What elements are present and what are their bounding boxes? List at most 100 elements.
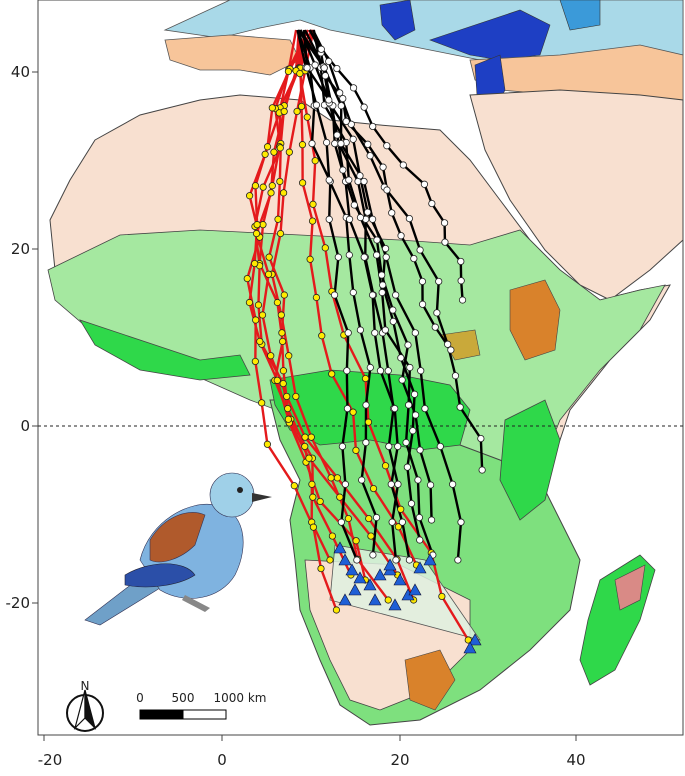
spring-stopover-point xyxy=(444,340,452,348)
autumn-stopover-point xyxy=(267,189,275,197)
spring-stopover-point xyxy=(397,232,405,240)
europe-mediterranean-zone xyxy=(164,34,301,76)
spring-stopover-point xyxy=(456,403,464,411)
autumn-stopover-point xyxy=(336,493,344,501)
spring-stopover-point xyxy=(364,208,372,216)
spring-stopover-point xyxy=(387,480,395,488)
spring-stopover-point xyxy=(451,372,460,380)
spring-stopover-point xyxy=(311,61,319,69)
autumn-stopover-point xyxy=(327,474,335,482)
spring-stopover-point xyxy=(440,219,449,227)
spring-stopover-point xyxy=(366,363,374,372)
spring-stopover-point xyxy=(407,499,416,508)
spring-stopover-point xyxy=(356,326,365,334)
x-tick-label: 0 xyxy=(217,751,227,769)
spring-stopover-point xyxy=(403,463,411,471)
ethiopian-highlands xyxy=(509,279,561,361)
spring-stopover-point xyxy=(320,64,328,72)
europe-boreal-patch-1 xyxy=(379,0,416,41)
autumn-stopover-point xyxy=(276,144,284,152)
spring-stopover-point xyxy=(385,442,393,451)
spring-stopover-point xyxy=(366,152,374,160)
wintering-site-marker xyxy=(345,563,359,576)
spring-stopover-point xyxy=(417,367,425,375)
spring-stopover-point xyxy=(458,296,467,304)
europe-boreal-patch-3 xyxy=(559,0,601,31)
wintering-site-marker xyxy=(423,553,437,566)
scale-bar: 0 500 1000 km xyxy=(136,691,267,720)
spring-stopover-point xyxy=(337,139,345,148)
spring-stopover-point xyxy=(411,329,419,337)
stopover-points xyxy=(243,45,486,644)
spring-stopover-point xyxy=(382,253,390,261)
autumn-stopover-point xyxy=(326,556,334,564)
spring-stopover-point xyxy=(376,367,385,375)
spring-stopover-point xyxy=(339,166,347,174)
spring-stopover-point xyxy=(303,64,311,72)
spring-stopover-point xyxy=(339,94,347,103)
autumn-stopover-point xyxy=(308,217,317,225)
spring-stopover-point xyxy=(345,176,353,184)
autumn-stopover-point xyxy=(273,376,281,384)
wintering-site-marker xyxy=(338,593,352,606)
madagascar-highlands xyxy=(614,564,646,611)
wintering-site-marker xyxy=(373,568,387,581)
spring-stopover-point xyxy=(410,390,419,398)
spring-stopover-point xyxy=(447,346,455,354)
autumn-stopover-point xyxy=(344,514,352,523)
spring-stopover-point xyxy=(333,131,341,139)
spring-stopover-point xyxy=(337,102,345,110)
autumn-stopover-point xyxy=(245,298,254,307)
autumn-stopover-point xyxy=(349,408,357,416)
spring-stopover-point xyxy=(381,244,390,253)
spring-stopover-point xyxy=(349,135,357,143)
spring-stopover-point xyxy=(333,64,341,73)
autumn-stopover-point xyxy=(259,183,267,191)
scale-bar-black-segment xyxy=(139,709,184,720)
spring-stopover-point xyxy=(350,201,358,209)
autumn-stopover-point xyxy=(321,244,329,252)
wintering-site-marker xyxy=(393,573,407,586)
autumn-stopover-point xyxy=(312,293,321,302)
autumn-stopover-point xyxy=(254,301,263,309)
spring-stopover-point xyxy=(418,300,427,308)
spring-stopover-point xyxy=(358,476,366,484)
autumn-stopover-point xyxy=(280,291,288,299)
autumn-stopover-point xyxy=(333,474,342,482)
spring-stopover-point xyxy=(343,367,351,375)
spring-stopover-point xyxy=(435,277,443,286)
wintering-site-marker xyxy=(388,598,402,611)
spring-stopover-point xyxy=(392,556,400,564)
autumn-stopover-point xyxy=(296,69,304,78)
autumn-stopover-point xyxy=(283,392,291,401)
autumn-stopover-point xyxy=(316,497,324,506)
autumn-stopover-point xyxy=(270,148,278,156)
autumn-stopover-point xyxy=(292,392,300,401)
autumn-stopover-point xyxy=(307,433,315,441)
autumn-stopover-point xyxy=(285,148,293,156)
bird-perch xyxy=(182,595,210,612)
autumn-stopover-point xyxy=(299,179,307,187)
autumn-stopover-point xyxy=(352,446,360,454)
autumn-stopover-point xyxy=(265,253,273,261)
autumn-stopover-point xyxy=(285,352,293,360)
wintering-site-marker xyxy=(383,558,397,571)
spring-stopover-point xyxy=(378,271,386,279)
spring-stopover-point xyxy=(373,236,381,244)
spring-stopover-point xyxy=(381,326,389,334)
spring-stopover-point xyxy=(349,288,357,297)
autumn-stopover-point xyxy=(311,157,319,165)
autumn-stopover-point xyxy=(253,221,261,229)
autumn-stopover-point xyxy=(298,141,307,149)
autumn-stopover-point xyxy=(297,102,306,111)
autumn-stopover-point xyxy=(278,329,286,337)
autumn-stopover-point xyxy=(264,270,273,278)
spring-stopover-point xyxy=(410,254,418,263)
spring-stopover-point xyxy=(398,376,406,384)
spring-stopover-point xyxy=(345,215,354,223)
scale-bar-label-500: 500 xyxy=(172,691,195,705)
autumn-stopover-point xyxy=(268,182,276,190)
autumn-stopover-point xyxy=(251,182,260,190)
